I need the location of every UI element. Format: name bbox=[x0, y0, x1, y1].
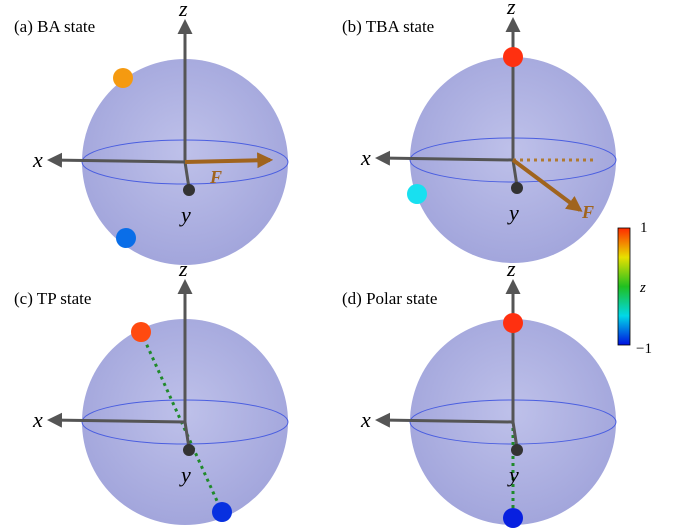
colorbar-max: 1 bbox=[640, 220, 648, 236]
panel-label: (d) Polar state bbox=[342, 289, 437, 308]
spin-point bbox=[407, 184, 427, 204]
y-label: y bbox=[179, 202, 191, 227]
y-label: y bbox=[179, 462, 191, 487]
y-label: y bbox=[507, 462, 519, 487]
force-label: F bbox=[581, 202, 594, 222]
z-label: z bbox=[506, 0, 516, 19]
x-label: x bbox=[360, 145, 371, 170]
y-axis-tip bbox=[511, 444, 523, 456]
panel-label: (b) TBA state bbox=[342, 17, 434, 36]
force-arrow bbox=[185, 160, 270, 162]
spin-point bbox=[503, 313, 523, 333]
force-label: F bbox=[209, 167, 222, 187]
spin-point bbox=[113, 68, 133, 88]
y-axis-tip bbox=[183, 444, 195, 456]
x-axis bbox=[378, 158, 513, 160]
panel: (a) BA state z x yF bbox=[14, 0, 288, 265]
colorbar-min: −1 bbox=[636, 341, 652, 357]
x-label: x bbox=[360, 407, 371, 432]
panel: (b) TBA state z x y F bbox=[342, 0, 616, 263]
spin-point bbox=[503, 508, 523, 528]
spin-point bbox=[503, 47, 523, 67]
panel: (d) Polar state z x y bbox=[342, 256, 616, 528]
x-axis bbox=[378, 420, 513, 422]
spin-point bbox=[131, 322, 151, 342]
colorbar bbox=[618, 228, 630, 345]
x-axis bbox=[50, 160, 185, 162]
z-label: z bbox=[178, 0, 188, 21]
panel-label: (c) TP state bbox=[14, 289, 91, 308]
y-label: y bbox=[507, 200, 519, 225]
x-label: x bbox=[32, 147, 43, 172]
panel: (c) TP state z x y bbox=[14, 256, 288, 525]
y-axis-tip bbox=[511, 182, 523, 194]
spin-point bbox=[212, 502, 232, 522]
panel-label: (a) BA state bbox=[14, 17, 95, 36]
spin-point bbox=[116, 228, 136, 248]
y-axis-tip bbox=[183, 184, 195, 196]
z-label: z bbox=[506, 256, 516, 281]
colorbar-title: z bbox=[639, 280, 646, 296]
z-label: z bbox=[178, 256, 188, 281]
x-axis bbox=[50, 420, 185, 422]
x-label: x bbox=[32, 407, 43, 432]
figure: 1 z −1 (a) BA statezxyF(b) TBA statezxyF… bbox=[0, 0, 674, 530]
